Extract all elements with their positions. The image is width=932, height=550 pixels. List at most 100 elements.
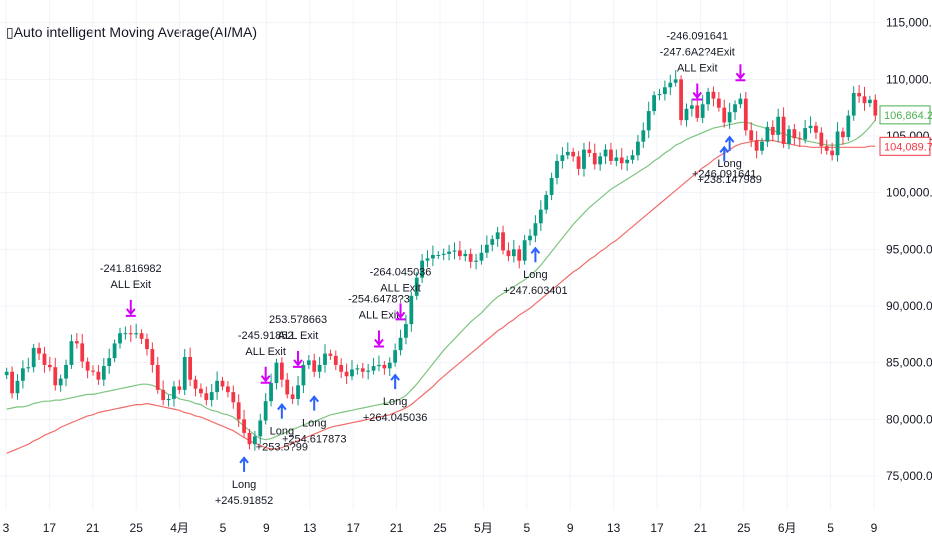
candle-body <box>344 371 349 377</box>
candle-body <box>414 277 419 296</box>
candle-body <box>689 105 694 109</box>
candle-body <box>738 98 743 105</box>
long-label: +253.5?99 <box>256 442 308 454</box>
candle-body <box>468 253 473 262</box>
candle-body <box>371 366 376 371</box>
candle-body <box>377 364 381 367</box>
candle-body <box>743 98 748 131</box>
candle-body <box>231 392 236 403</box>
candle-body <box>711 91 716 99</box>
candle-body <box>112 343 117 359</box>
candle-body <box>652 95 656 112</box>
candle-body <box>522 240 527 261</box>
candle-body <box>220 380 225 387</box>
candle-body <box>350 369 354 377</box>
candle-body <box>706 91 710 105</box>
candle-body <box>139 333 144 339</box>
candle-body <box>431 255 435 259</box>
candle-body <box>528 235 532 241</box>
candle-body <box>695 105 700 118</box>
candle-body <box>533 223 538 236</box>
candle-body <box>74 341 79 344</box>
candle-body <box>279 362 284 380</box>
long-arrow <box>239 456 249 472</box>
candle-body <box>387 362 392 369</box>
x-tick-label: 3 <box>3 521 10 535</box>
long-arrow <box>277 402 287 419</box>
fast-ma-line <box>6 119 876 441</box>
candle-body <box>10 371 14 394</box>
candle-body <box>868 99 872 104</box>
candle-body <box>830 150 835 156</box>
candle-body <box>749 130 754 141</box>
candle-body <box>549 177 554 195</box>
candle-body <box>4 371 9 376</box>
candle-body <box>598 156 603 165</box>
candle-body <box>290 394 295 399</box>
candle-body <box>700 104 705 118</box>
candle-body <box>673 79 678 83</box>
price-label-box <box>879 105 931 125</box>
candle-body <box>15 380 20 394</box>
candle-body <box>47 364 52 368</box>
candle-body <box>199 388 203 394</box>
long-arrow <box>390 373 400 390</box>
candle-body <box>128 333 133 335</box>
candle-body <box>333 355 338 365</box>
exit-label: -245.91852 <box>238 330 294 342</box>
candle-body <box>96 371 101 380</box>
candle-body <box>625 159 630 164</box>
candle-body <box>679 79 683 121</box>
candle-body <box>188 357 193 380</box>
y-tick-label: 85,000.0 <box>886 356 932 370</box>
exit-arrow <box>293 350 304 368</box>
candle-body <box>609 149 613 161</box>
candle-body <box>393 350 398 363</box>
candle-body <box>247 432 252 445</box>
candle-body <box>101 366 106 380</box>
candle-body <box>398 337 403 351</box>
price-label: 104,089.7 <box>884 141 932 153</box>
candle-body <box>166 398 171 401</box>
candle-body <box>619 157 624 164</box>
chart-title: ▯Auto intelligent Moving Average(AI/MA) <box>6 24 258 40</box>
candle-body <box>177 386 182 390</box>
candle-body <box>490 239 495 245</box>
x-tick-label: 17 <box>650 521 664 535</box>
y-tick-label: 110,000.0 <box>886 72 932 86</box>
candle-body <box>582 149 586 169</box>
candle-body <box>733 104 737 113</box>
candle-body <box>301 364 306 386</box>
candle-body <box>716 98 721 108</box>
candle-body <box>382 364 387 369</box>
candle-body <box>506 250 511 257</box>
candle-body <box>841 131 845 138</box>
y-tick-label: 115,000.0 <box>886 16 932 30</box>
long-arrow <box>724 135 735 152</box>
exit-label: -264.045036 <box>370 266 432 278</box>
candle-body <box>37 347 41 354</box>
candle-body <box>328 353 333 356</box>
candle-body <box>20 368 25 381</box>
long-label: Long <box>523 269 547 281</box>
candle-body <box>824 146 829 151</box>
candle-body <box>765 126 770 142</box>
candle-body <box>360 368 365 372</box>
long-label: +247.603401 <box>503 285 568 297</box>
candle-body <box>80 343 85 362</box>
y-tick-label: 90,000.0 <box>886 299 932 313</box>
candle-body <box>58 378 63 386</box>
long-arrow <box>309 395 319 411</box>
candle-body <box>792 129 797 139</box>
candle-body <box>150 349 155 365</box>
candle-body <box>538 209 543 224</box>
x-tick-label: 25 <box>737 521 751 535</box>
y-tick-label: 75,000.0 <box>886 469 932 483</box>
x-tick-label: 13 <box>303 521 317 535</box>
exit-arrow <box>395 303 406 321</box>
long-label: Long <box>232 479 256 491</box>
candle-body <box>760 141 764 151</box>
candle-body <box>668 82 673 88</box>
candle-body <box>91 370 95 372</box>
